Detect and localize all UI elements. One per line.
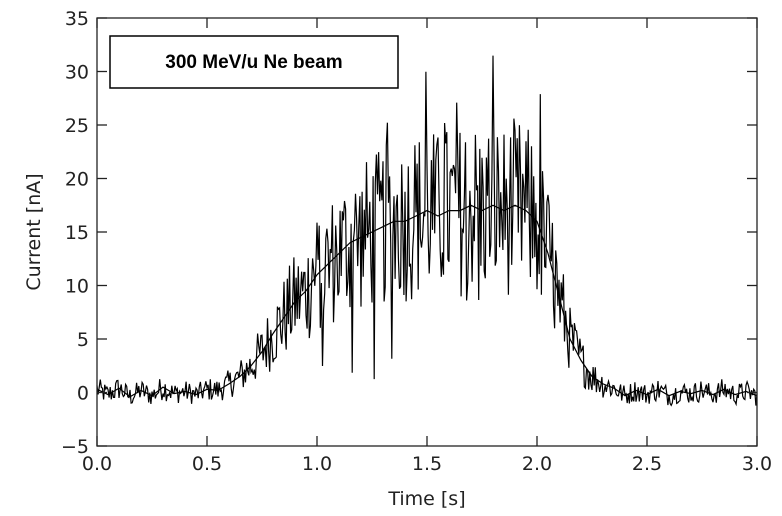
y-tick-label: 15: [65, 222, 89, 244]
signal-noise-line: [96, 55, 758, 407]
x-axis-title: Time [s]: [387, 488, 465, 510]
signal-noise-trace: [96, 55, 758, 407]
x-tick-labels: 0.0 0.5 1.0 1.5 2.0 2.5 3.0: [82, 453, 772, 475]
y-tick-label: 30: [65, 62, 89, 84]
x-tick-label: 3.0: [742, 453, 772, 475]
x-tick-label: 0.0: [82, 453, 112, 475]
x-tick-label: 2.0: [522, 453, 552, 475]
x-tick-label: 1.5: [412, 453, 442, 475]
x-tick-label: 2.5: [632, 453, 662, 475]
series-line-0: [96, 204, 758, 398]
series-group: [96, 204, 758, 398]
x-tick-label: 0.5: [192, 453, 222, 475]
y-tick-label: 25: [65, 115, 89, 137]
x-tick-label: 1.0: [302, 453, 332, 475]
y-tick-label: −5: [61, 436, 89, 458]
y-tick-label: 35: [65, 8, 89, 30]
y-tick-label: 10: [65, 276, 89, 298]
y-tick-label: 0: [77, 383, 89, 405]
annotation-box: [109, 35, 399, 89]
y-axis-title: Current [nA]: [23, 173, 45, 290]
y-tick-label: 20: [65, 169, 89, 191]
annotation-text: 300 MeV/u Ne beam: [165, 52, 342, 73]
y-tick-labels: −5 0 5 10 15 20 25 30 35: [61, 8, 89, 458]
axis-ticks: [96, 17, 758, 447]
y-tick-label: 5: [77, 329, 89, 351]
